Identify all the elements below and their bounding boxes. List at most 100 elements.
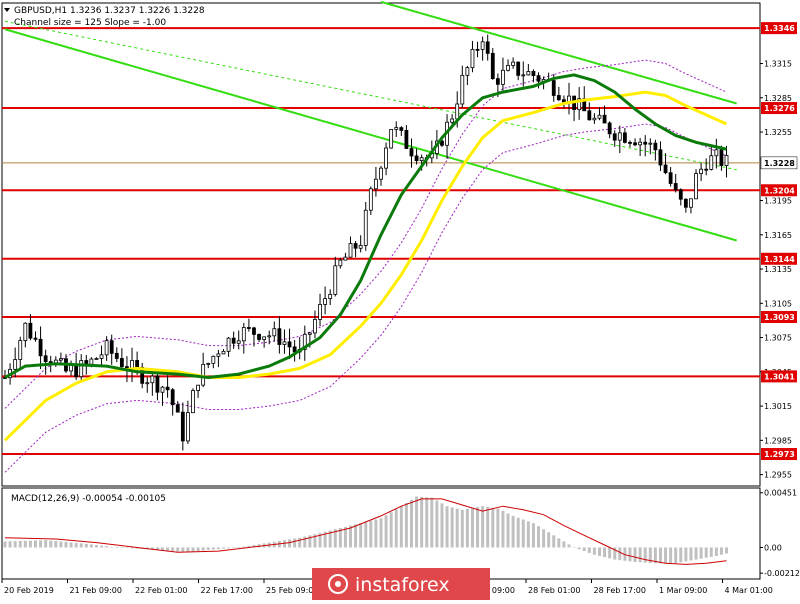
macd-bar	[49, 540, 53, 548]
candle-body	[292, 346, 297, 353]
macd-bar	[191, 547, 195, 552]
watermark-text: instaforex	[355, 574, 450, 596]
candle-body	[307, 332, 312, 335]
candle-body	[465, 67, 470, 76]
candle-body	[592, 117, 597, 121]
macd-bar	[94, 545, 98, 548]
macd-bar	[643, 547, 647, 563]
candle-body	[180, 411, 185, 442]
macd-bar	[587, 547, 591, 553]
macd-label: MACD(12,26,9) -0.00054 -0.00105	[11, 494, 166, 504]
candle-body	[714, 149, 719, 157]
macd-bar	[389, 512, 393, 548]
macd-bar	[176, 547, 180, 552]
macd-bar	[201, 547, 205, 551]
candle-body	[348, 243, 353, 258]
candle-body	[201, 363, 206, 386]
macd-bar	[89, 544, 93, 548]
candle-body	[602, 114, 607, 124]
candle-body	[374, 178, 378, 190]
macd-bar	[303, 536, 307, 548]
watermark-logo: instaforex	[312, 568, 490, 600]
candle-body	[363, 209, 368, 246]
macd-bar	[653, 547, 657, 564]
candle-body	[648, 142, 653, 145]
moving-averages	[3, 73, 728, 442]
candle-body	[358, 244, 363, 249]
macd-bar	[115, 547, 119, 548]
macd-bar	[288, 539, 292, 548]
macd-bar	[100, 545, 104, 548]
candle-body	[577, 98, 582, 110]
price-axis: 1.33151.32851.32551.31951.31651.31351.31…	[760, 22, 800, 578]
y-tick-label: 1.3255	[764, 128, 792, 137]
macd-bar	[13, 541, 17, 548]
macd-bar	[221, 547, 225, 549]
level-price-label: 1.3204	[764, 186, 795, 195]
candle-body	[699, 168, 704, 174]
macd-bar	[64, 541, 68, 548]
candle-body	[257, 334, 261, 340]
candle-body	[521, 74, 526, 77]
candle-body	[399, 127, 404, 131]
macd-bar	[33, 540, 37, 548]
macd-bar	[592, 547, 596, 555]
macd-bar	[59, 541, 63, 548]
macd-bar	[511, 515, 515, 548]
x-tick-label: 1 Mar 09:00	[659, 586, 707, 595]
candle-body	[536, 75, 541, 82]
macd-bar	[476, 507, 480, 548]
candle-body	[13, 359, 18, 370]
level-price-tag	[761, 22, 797, 35]
envelope-bands	[4, 59, 727, 473]
macd-bar	[572, 547, 576, 548]
candle-body	[135, 360, 140, 368]
candle-body	[556, 95, 561, 101]
macd-bar	[577, 547, 581, 550]
candle-body	[333, 265, 338, 295]
macd-bar	[369, 520, 373, 548]
candle-body	[394, 127, 399, 130]
candle-body	[58, 358, 63, 361]
candle-body	[440, 140, 444, 146]
candle-body	[252, 327, 256, 335]
candle-body	[28, 322, 33, 339]
y-tick-label: 1.2985	[764, 436, 792, 445]
y-tick-label: 1.2955	[764, 471, 792, 480]
macd-bar	[308, 535, 312, 548]
candle-body	[597, 114, 602, 119]
candle-body	[140, 366, 145, 384]
collapse-triangle-icon[interactable]	[4, 8, 10, 12]
candle-body	[43, 355, 48, 363]
macd-bar	[725, 547, 729, 554]
candle-body	[719, 149, 724, 166]
macd-bar	[481, 506, 485, 548]
candle-body	[186, 412, 190, 442]
macd-bar	[227, 547, 231, 549]
candle-body	[694, 173, 698, 200]
macd-bar	[232, 547, 236, 548]
candle-body	[23, 322, 28, 342]
candle-body	[18, 340, 23, 360]
candle-body	[638, 141, 643, 146]
macd-indicator	[3, 496, 729, 565]
macd-bar	[582, 547, 586, 552]
macd-bar	[501, 511, 505, 548]
macd-bar	[166, 547, 170, 551]
level-price-tag	[761, 252, 797, 265]
candle-body	[485, 41, 490, 54]
y-tick-label: 1.3285	[764, 94, 792, 103]
x-tick-label: 28 Feb 01:00	[528, 586, 580, 595]
macd-bar	[455, 508, 459, 548]
macd-bar	[379, 518, 383, 548]
candle-body	[287, 341, 292, 348]
resistance-levels	[2, 27, 760, 456]
macd-bar	[679, 547, 683, 563]
macd-bar	[684, 547, 688, 562]
candle-body	[622, 132, 627, 143]
y-tick-label: 1.3195	[764, 197, 792, 206]
macd-bar	[120, 547, 124, 548]
macd-bar	[608, 547, 612, 559]
candle-body	[368, 188, 373, 211]
